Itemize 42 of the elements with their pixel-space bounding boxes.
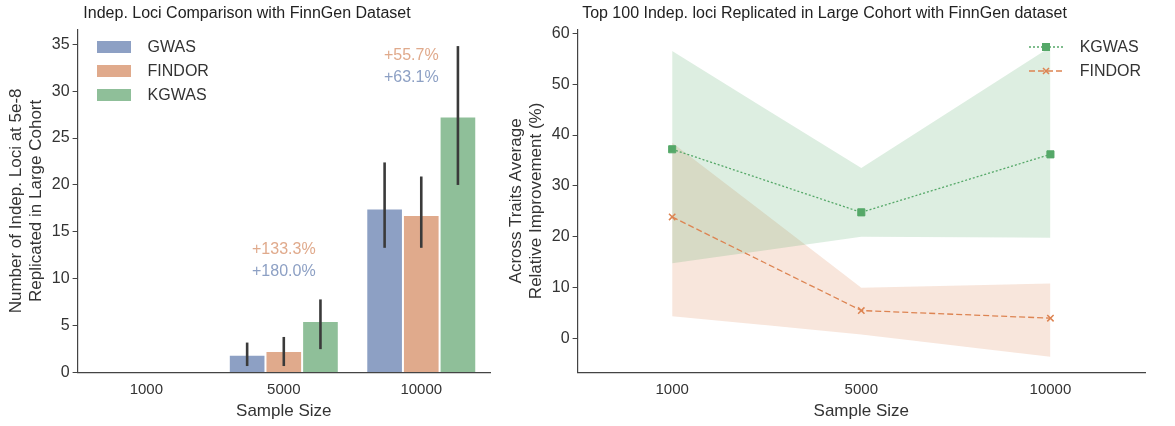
y-tick-label: 5 <box>60 316 70 334</box>
annotation: +63.1% <box>383 67 439 85</box>
legend-label: KGWAS <box>1079 37 1139 58</box>
x-axis-title: Sample Size <box>813 401 910 421</box>
y-tick-label: 10 <box>51 269 70 287</box>
x-tick-label: 5000 <box>844 379 878 397</box>
legend-label: FINDOR <box>1079 61 1141 82</box>
y-tick-label: 30 <box>51 81 70 99</box>
x-tick-label: 10000 <box>400 379 443 397</box>
legend-label: KGWAS <box>147 85 207 106</box>
y-tick-label: 20 <box>51 175 70 193</box>
y-tick-label: 15 <box>51 222 70 240</box>
y-tick-label: 25 <box>51 128 70 146</box>
x-axis-title: Sample Size <box>236 401 332 421</box>
y-tick-label: 10 <box>551 278 570 296</box>
annotation: +180.0% <box>251 261 316 279</box>
chart-title: Indep. Loci Comparison with FinnGen Dataset <box>83 4 412 22</box>
y-tick-label: 60 <box>551 23 570 41</box>
y-axis-title: Across Traits Average Relative Improvement (%) <box>505 102 546 300</box>
point <box>1046 150 1055 159</box>
point <box>857 208 866 217</box>
y-tick-label: 0 <box>560 328 570 346</box>
y-tick-label: 20 <box>551 227 570 245</box>
point <box>668 212 677 221</box>
y-tick-label: 35 <box>51 34 70 52</box>
x-tick-label: 1000 <box>655 379 689 397</box>
annotation: +55.7% <box>383 45 439 63</box>
legend-label: FINDOR <box>147 61 209 82</box>
point <box>668 145 677 154</box>
x-tick-label: 5000 <box>267 379 301 397</box>
chart-title: Top 100 Indep. loci Replicated in Large Cohort with FinnGen dataset <box>582 4 1068 22</box>
legend-label: GWAS <box>147 37 196 58</box>
annotation: +133.3% <box>251 239 316 257</box>
y-tick-label: 40 <box>551 125 570 143</box>
y-axis-title: Number of Indep. Loci at 5e-8 Replicated in Large Cohort <box>5 88 46 314</box>
y-tick-label: 0 <box>60 363 70 381</box>
y-tick-label: 30 <box>551 176 570 194</box>
point <box>857 306 866 315</box>
x-tick-label: 10000 <box>1029 379 1072 397</box>
x-tick-label: 1000 <box>129 379 164 397</box>
y-tick-label: 50 <box>551 74 570 92</box>
point <box>1046 314 1055 323</box>
